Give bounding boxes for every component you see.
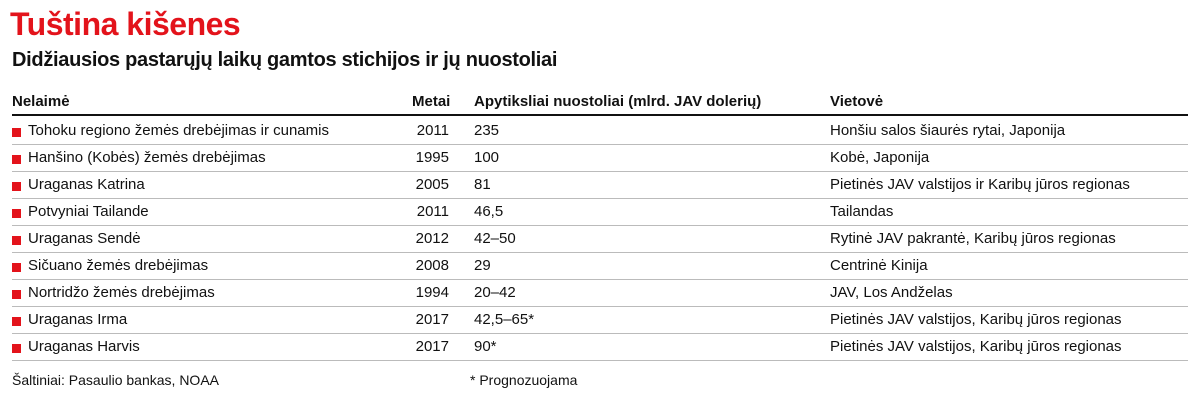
disaster: Nortridžo žemės drebėjimas	[28, 284, 215, 301]
year: 2012	[415, 230, 449, 247]
location: Tailandas	[830, 203, 894, 220]
disaster: Sičuano žemės drebėjimas	[28, 257, 209, 274]
year: 2011	[416, 203, 449, 220]
row-rule	[12, 225, 1188, 226]
row-rule	[12, 144, 1188, 145]
header-rule	[12, 114, 1188, 116]
year: 1995	[415, 149, 449, 166]
bullet	[12, 344, 21, 353]
losses: 81	[474, 176, 491, 193]
row-rule	[12, 198, 1188, 199]
row-rule	[12, 279, 1188, 280]
disaster: Uraganas Harvis	[28, 338, 140, 355]
disaster: Tohoku regiono žemės drebėjimas ir cunam…	[28, 122, 329, 139]
location: Pietinės JAV valstijos, Karibų jūros reg…	[830, 311, 1122, 328]
losses: 29	[474, 257, 491, 274]
bullet	[12, 182, 21, 191]
year: 2008	[415, 257, 449, 274]
subtitle: Didžiausios pastarųjų laikų gamtos stich…	[12, 49, 558, 71]
row-rule	[12, 171, 1188, 172]
losses: 42,5–65*	[474, 311, 535, 328]
disaster: Uraganas Irma	[28, 311, 128, 328]
year: 2017	[415, 338, 449, 355]
column-header: Vietovė	[830, 93, 884, 110]
bullet	[12, 290, 21, 299]
bullet	[12, 155, 21, 164]
title: Tuština kišenes	[10, 6, 241, 42]
losses: 20–42	[474, 284, 516, 301]
bullet	[12, 317, 21, 326]
year: 2005	[415, 176, 449, 193]
row-rule	[12, 333, 1188, 334]
column-header: Apytiksliai nuostoliai (mlrd. JAV doleri…	[474, 93, 762, 110]
bullet	[12, 209, 21, 218]
location: Rytinė JAV pakrantė, Karibų jūros region…	[830, 230, 1116, 247]
disaster: Potvyniai Tailande	[28, 203, 149, 220]
disaster: Hanšino (Kobės) žemės drebėjimas	[28, 149, 266, 166]
location: Pietinės JAV valstijos ir Karibų jūros r…	[830, 176, 1130, 193]
disaster: Uraganas Katrina	[28, 176, 145, 193]
bullet	[12, 263, 21, 272]
column-header: Metai	[412, 93, 451, 110]
disaster: Uraganas Sendė	[28, 230, 141, 247]
location: Kobė, Japonija	[830, 149, 930, 166]
location: Honšiu salos šiaurės rytai, Japonija	[830, 122, 1066, 139]
source: Šaltiniai: Pasaulio bankas, NOAA	[12, 372, 219, 388]
losses: 42–50	[474, 230, 516, 247]
location: Centrinė Kinija	[830, 257, 928, 274]
year: 2011	[416, 122, 449, 139]
column-header: Nelaimė	[12, 93, 70, 110]
losses: 235	[474, 122, 500, 139]
losses: 100	[474, 149, 500, 166]
row-rule	[12, 360, 1188, 361]
note: * Prognozuojama	[470, 372, 578, 388]
location: Pietinės JAV valstijos, Karibų jūros reg…	[830, 338, 1122, 355]
row-rule	[12, 252, 1188, 253]
row-rule	[12, 306, 1188, 307]
bullet	[12, 128, 21, 137]
losses: 46,5	[474, 203, 504, 220]
bullet	[12, 236, 21, 245]
location: JAV, Los Andželas	[830, 284, 953, 301]
year: 1994	[415, 284, 449, 301]
year: 2017	[415, 311, 449, 328]
losses: 90*	[474, 338, 497, 355]
